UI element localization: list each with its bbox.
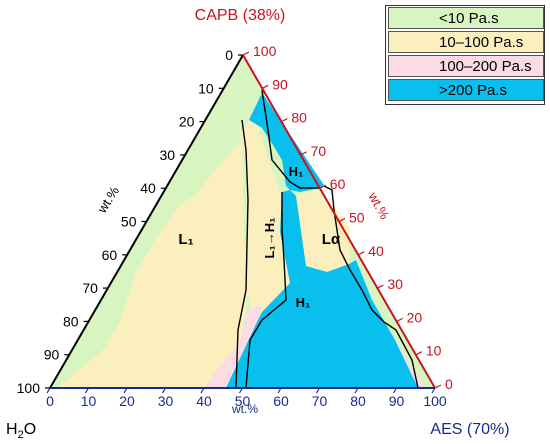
region-yellow-4	[242, 120, 262, 140]
left-axis-tick-label: 40	[140, 180, 156, 196]
right-axis-tick	[434, 384, 442, 389]
legend-item-lt10: <10 Pa.s	[388, 6, 544, 30]
right-axis-tick	[261, 84, 269, 89]
right-axis-tick-label: 40	[368, 243, 384, 259]
legend-swatch-gt200: >200 Pa.s	[388, 79, 544, 101]
right-axis-tick-label: 100	[253, 43, 277, 59]
bottom-axis-tick	[238, 387, 244, 394]
bottom-axis-tick-label: 0	[46, 393, 54, 409]
bottom-axis-tick-label: 90	[389, 393, 405, 409]
region-pink	[205, 305, 262, 388]
right-axis-tick	[415, 351, 423, 356]
apex-label-bottom-left: H2O	[6, 421, 36, 441]
bottom-axis-tick-label: 10	[81, 393, 97, 409]
right-axis-tick-label: 0	[445, 376, 453, 392]
bottom-axis-tick	[431, 387, 436, 394]
bottom-axis-tick	[392, 387, 398, 394]
right-axis-tick-label: 30	[387, 276, 403, 292]
phase-label-l1-h1: L₁→H₁	[262, 217, 277, 258]
bottom-axis-tick-label: 100	[423, 393, 447, 409]
legend-item-10-100: 10–100 Pa.s	[388, 30, 544, 54]
legend-swatch-100-200: 100–200 Pa.s	[388, 55, 544, 77]
bottom-axis-tick	[200, 387, 205, 394]
phase-label-h1-top: H₁	[289, 164, 304, 179]
left-axis-tick-label: 20	[179, 114, 195, 130]
legend-swatch-lt10: <10 Pa.s	[388, 7, 544, 29]
axis-ticks: 0102030405060708090100100908070605040302…	[17, 43, 453, 409]
bottom-axis-tick	[315, 387, 321, 394]
region-yellow-2	[240, 120, 290, 312]
apex-label-bottom-right: AES (70%)	[430, 421, 509, 438]
right-axis-tick	[281, 118, 288, 123]
left-axis-tick-label: 90	[44, 347, 60, 363]
bottom-axis-tick-label: 40	[196, 393, 212, 409]
right-axis-tick	[396, 317, 403, 322]
bottom-axis-tick	[277, 387, 282, 394]
right-axis-unit-label: wt.%	[365, 189, 392, 222]
right-axis-tick-label: 60	[330, 176, 346, 192]
left-axis-tick-label: 30	[160, 147, 176, 163]
left-axis-tick-label: 50	[121, 214, 137, 230]
phase-label-l-alpha: Lα	[322, 231, 341, 248]
region-yellow-3	[296, 190, 350, 272]
legend-swatch-10-100: 10–100 Pa.s	[388, 31, 544, 53]
right-axis-tick	[377, 284, 384, 289]
right-axis-tick-label: 80	[291, 110, 307, 126]
left-axis-tick-label: 80	[63, 313, 79, 329]
bottom-axis-tick-label: 70	[312, 393, 328, 409]
bottom-axis-tick-label: 60	[273, 393, 289, 409]
bottom-axis-tick-label: 80	[350, 393, 366, 409]
bottom-axis-tick	[46, 387, 51, 394]
boundary-right	[323, 185, 419, 389]
bottom-axis-unit-label: wt.%	[231, 402, 258, 416]
right-axis-tick-label: 10	[426, 343, 442, 359]
bottom-axis-tick	[123, 387, 128, 394]
right-axis-tick	[357, 251, 365, 256]
legend-item-100-200: 100–200 Pa.s	[388, 54, 544, 78]
bottom-axis-tick-label: 30	[158, 393, 174, 409]
right-axis-tick	[319, 184, 327, 189]
left-axis-tick-label: 10	[198, 80, 214, 96]
apex-label-top: CAPB (38%)	[195, 7, 286, 24]
right-axis-tick-label: 90	[272, 76, 288, 92]
boundary-top	[261, 89, 320, 189]
bottom-axis-tick	[161, 387, 167, 394]
left-axis-tick-label: 60	[102, 247, 118, 263]
left-axis-tick-label: 100	[17, 380, 41, 396]
bottom-axis-tick	[84, 387, 90, 394]
left-axis-unit-label: wt.%	[94, 183, 122, 216]
right-axis-tick-label: 50	[349, 210, 365, 226]
bottom-axis-tick-label: 50	[235, 393, 251, 409]
boundary-middle	[245, 192, 287, 389]
right-axis-tick	[338, 217, 346, 223]
phase-boundaries	[235, 89, 419, 389]
legend-item-gt200: >200 Pa.s	[388, 78, 544, 102]
right-axis-tick	[242, 51, 250, 56]
region-cyan	[226, 93, 418, 388]
bottom-axis-tick	[354, 387, 359, 394]
right-axis-tick-label: 70	[311, 143, 327, 159]
boundary-left	[235, 119, 249, 389]
right-axis-tick	[300, 151, 307, 156]
left-axis-tick-label: 0	[225, 47, 233, 63]
right-axis-tick-label: 20	[407, 309, 423, 325]
legend: <10 Pa.s 10–100 Pa.s 100–200 Pa.s >200 P…	[385, 5, 545, 105]
viscosity-regions	[50, 55, 435, 388]
left-axis-tick-label: 70	[82, 280, 98, 296]
bottom-axis-tick-label: 20	[119, 393, 135, 409]
phase-label-h1-bottom: H₁	[296, 295, 311, 310]
region-yellow	[58, 140, 246, 388]
phase-label-l1: L₁	[178, 231, 193, 248]
